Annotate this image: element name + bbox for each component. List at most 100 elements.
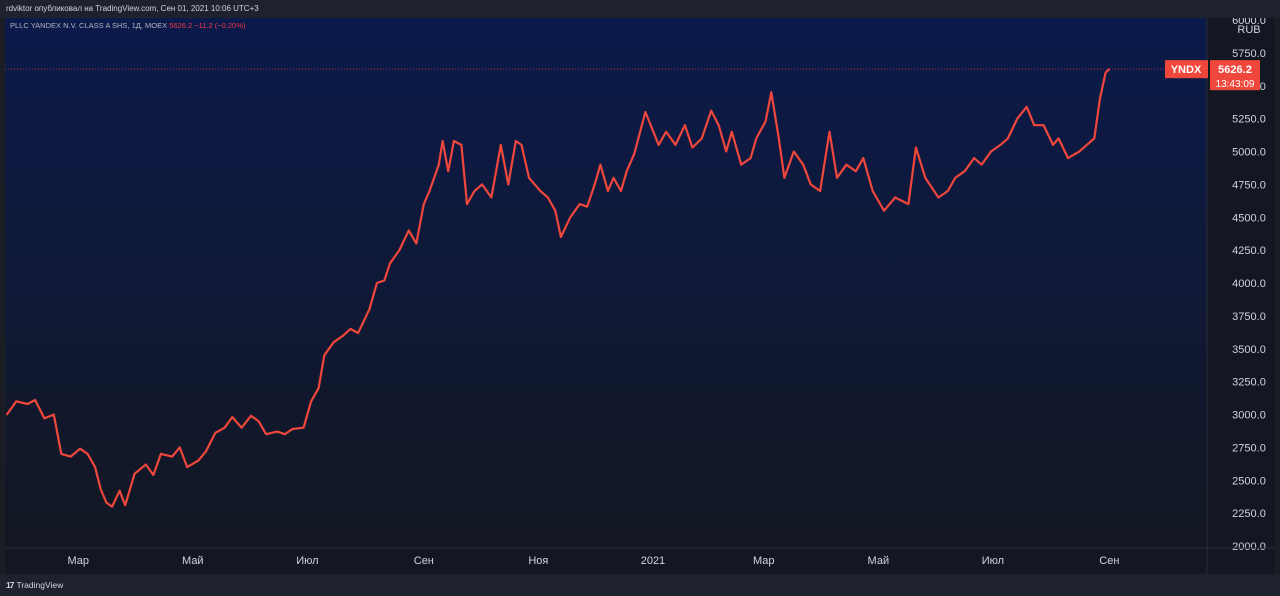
- price-point: [133, 472, 136, 475]
- price-point: [1016, 117, 1019, 120]
- price-point: [854, 170, 857, 173]
- price-point: [415, 242, 418, 245]
- price-point: [205, 450, 207, 453]
- price-chart[interactable]: 2000.0 2250.0 2500.0 2750.0 3000.0 3250.0 3500…: [5, 18, 1275, 574]
- price-point: [612, 176, 615, 179]
- brand-name[interactable]: TradingView: [16, 580, 64, 590]
- price-point: [197, 459, 200, 462]
- price-point: [43, 417, 46, 420]
- price-point: [946, 190, 949, 192]
- price-point: [802, 163, 805, 166]
- price-point: [441, 140, 444, 142]
- price-point: [749, 157, 752, 160]
- price-point: [725, 150, 728, 153]
- price-point: [717, 124, 720, 127]
- chart-pane[interactable]: 2000.0 2250.0 2500.0 2750.0 3000.0 3250.0 3500…: [5, 18, 1275, 574]
- price-point: [625, 170, 628, 173]
- price-tag: YNDX 5626.2 13:43:09: [1165, 60, 1260, 91]
- price-point: [560, 236, 562, 238]
- price-point: [809, 183, 812, 186]
- price-point: [265, 433, 267, 436]
- y-tick-label: 4000.0: [1232, 278, 1266, 290]
- price-point: [783, 176, 786, 179]
- price-point: [407, 229, 410, 232]
- price-point: [819, 190, 821, 192]
- price-point: [145, 463, 147, 466]
- price-point: [86, 453, 89, 455]
- price-point: [291, 428, 294, 430]
- price-point: [34, 399, 36, 401]
- price-point: [1052, 144, 1054, 146]
- price-point: [26, 403, 29, 405]
- price-point: [862, 157, 865, 160]
- symbol-description: PLLC YANDEX N.V. CLASS A SHS, 1Д, MOEX: [10, 21, 168, 30]
- price-point: [349, 328, 352, 330]
- price-point: [310, 400, 312, 403]
- price-point: [323, 354, 326, 357]
- y-tick-label: 5250.0: [1232, 114, 1266, 126]
- price-point: [60, 453, 63, 455]
- price-point: [231, 416, 234, 418]
- y-tick-label: 2000.0: [1232, 541, 1266, 553]
- price-point: [1067, 157, 1069, 160]
- price-point: [111, 505, 113, 508]
- price-point: [845, 163, 848, 166]
- y-tick-label: 2250.0: [1232, 508, 1266, 520]
- price-point: [383, 279, 386, 282]
- price-point: [79, 447, 81, 450]
- price-point: [593, 183, 596, 186]
- price-point: [740, 163, 743, 166]
- x-tick-label: 2021: [641, 555, 665, 567]
- footer-bar: 17 TradingView: [0, 574, 1280, 596]
- price-point: [777, 137, 780, 140]
- price-point: [514, 140, 517, 142]
- price-point: [665, 130, 667, 133]
- price-point: [633, 153, 636, 156]
- x-axis[interactable]: Мар Май Июл Сен Ноя 2021 Мар Май Июл Сен: [67, 555, 1119, 567]
- price-point: [1085, 144, 1088, 146]
- price-point: [871, 190, 874, 192]
- price-point: [342, 334, 344, 337]
- price-point: [528, 176, 530, 179]
- price-point: [473, 190, 476, 192]
- x-tick-label: Июл: [982, 555, 1004, 567]
- plot-background: [5, 18, 1207, 548]
- y-tick-label: 3250.0: [1232, 377, 1266, 389]
- price-point: [1033, 124, 1036, 127]
- price-point: [1093, 137, 1096, 140]
- price-point: [460, 144, 463, 146]
- price-point: [302, 426, 305, 429]
- y-tick-label: 3000.0: [1232, 410, 1266, 422]
- published-by-bar: rdviktor опубликовал на TradingView.com,…: [0, 0, 1280, 18]
- price-point: [171, 455, 174, 458]
- price-point: [437, 163, 440, 166]
- price-point: [186, 466, 189, 468]
- price-point: [257, 420, 260, 422]
- price-point: [710, 109, 713, 112]
- price-tag-background: [1210, 60, 1260, 91]
- price-point: [398, 249, 401, 252]
- price-point: [389, 262, 391, 265]
- published-by-text: rdviktor опубликовал на TradingView.com,…: [6, 4, 259, 13]
- price-point: [999, 144, 1002, 146]
- y-axis[interactable]: 2000.0 2250.0 2500.0 2750.0 3000.0 3250.0 3500…: [1232, 18, 1266, 553]
- price-point: [428, 190, 431, 192]
- price-point: [1057, 137, 1060, 140]
- currency-label: RUB: [1237, 24, 1260, 36]
- y-tick-label: 4250.0: [1232, 245, 1266, 257]
- price-point: [894, 196, 897, 199]
- price-point: [1078, 150, 1081, 153]
- price-point: [691, 146, 694, 149]
- price-point: [250, 414, 252, 417]
- price-point: [644, 111, 647, 113]
- price-points: [6, 68, 1111, 508]
- price-point: [422, 203, 425, 206]
- price-point: [466, 203, 468, 206]
- price-point: [1108, 68, 1111, 71]
- price-point: [990, 150, 992, 153]
- price-point: [924, 176, 927, 179]
- price-tag-value: 5626.2: [1218, 64, 1252, 76]
- symbol-legend[interactable]: PLLC YANDEX N.V. CLASS A SHS, 1Д, MOEX 5…: [10, 21, 245, 30]
- price-point: [973, 157, 975, 160]
- price-point: [1007, 137, 1009, 140]
